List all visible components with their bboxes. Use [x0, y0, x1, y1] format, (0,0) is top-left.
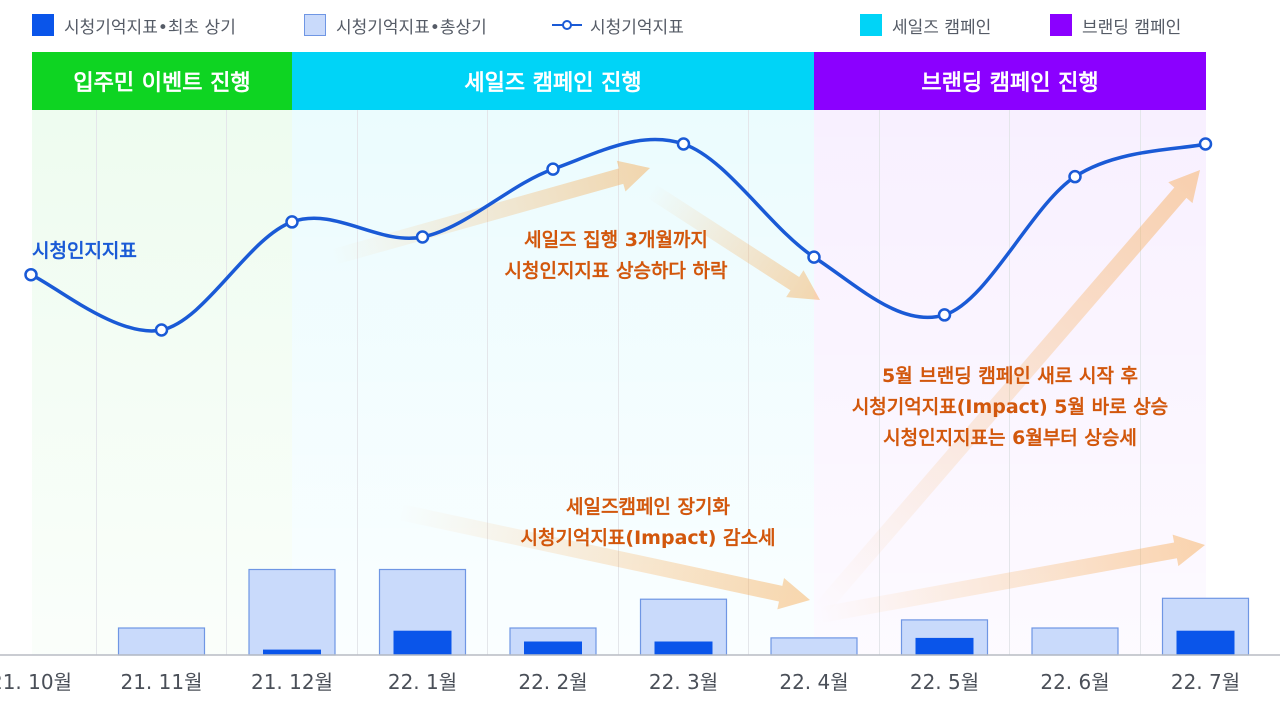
- bar-first-recall: [915, 637, 974, 655]
- bar-first-recall: [654, 641, 713, 655]
- legend-first-recall-swatch: [32, 14, 54, 36]
- trend-arrow-decoration: [645, 183, 821, 301]
- line-point: [24, 267, 38, 282]
- bar-total-recall: [117, 627, 206, 656]
- x-tick-label: 21. 10월: [0, 670, 72, 694]
- legend-branding-label: 브랜딩 캠페인: [1082, 17, 1182, 38]
- annotation-sales-long: 세일즈캠페인 장기화 시청기억지표(Impact) 감소세: [488, 492, 808, 554]
- legend-first-recall-label: 시청기억지표•최초 상기: [64, 17, 236, 38]
- line-series-label: 시청인지지표: [32, 240, 137, 262]
- annotation-sales-decline: 세일즈 집행 3개월까지 시청인지지표 상승하다 하락: [456, 225, 776, 287]
- legend-branding-swatch: [1050, 14, 1072, 36]
- line-point: [807, 250, 821, 264]
- trend-arrow-decoration: [818, 534, 1206, 623]
- line-point: [154, 323, 169, 337]
- grid-line: [226, 110, 227, 655]
- trend-arrow-decoration: [813, 169, 1201, 616]
- legend-sales-swatch: [860, 14, 882, 36]
- x-tick-label: 22. 5월: [909, 670, 980, 694]
- annotation-branding-start: 5월 브랜딩 캠페인 새로 시작 후 시청기억지표(Impact) 5월 바로 …: [820, 361, 1200, 454]
- band-resident-event: 입주민 이벤트 진행: [32, 52, 292, 110]
- annotation-line: 세일즈 집행 3개월까지: [524, 229, 708, 251]
- legend-line-label: 시청기억지표: [590, 17, 684, 38]
- bar-total-recall: [248, 568, 336, 656]
- line-point: [1198, 137, 1213, 151]
- line-point: [937, 308, 952, 322]
- line-point: [676, 137, 691, 151]
- legend-total-recall-label: 시청기억지표•총상기: [336, 17, 487, 38]
- trend-arrow-decoration: [398, 504, 811, 610]
- line-point: [1068, 169, 1082, 184]
- line-point: [546, 162, 560, 176]
- legend-line: 시청기억지표: [552, 12, 684, 38]
- annotation-line: 시청인지지표는 6월부터 상승세: [883, 427, 1137, 449]
- x-tick-label: 21. 12월: [250, 670, 333, 694]
- legend-sales-label: 세일즈 캠페인: [892, 17, 992, 38]
- grid-line: [618, 110, 619, 655]
- line-point: [285, 215, 299, 229]
- bar-first-recall: [1176, 630, 1235, 655]
- grid-line: [357, 110, 358, 655]
- annotation-line: 시청기억지표(Impact) 5월 바로 상승: [851, 396, 1169, 418]
- x-tick-label: 22. 3월: [648, 670, 719, 694]
- line-point: [415, 230, 430, 244]
- grid-line: [96, 110, 97, 655]
- band-branding-campaign: 브랜딩 캠페인 진행: [814, 52, 1206, 110]
- annotation-line: 세일즈캠페인 장기화: [566, 496, 730, 518]
- legend-line-marker-icon: [552, 14, 582, 36]
- x-tick-label: 22. 4월: [779, 670, 849, 694]
- x-tick-label: 22. 7월: [1170, 670, 1241, 694]
- annotation-line: 시청기억지표(Impact) 감소세: [520, 527, 776, 549]
- grid-line: [487, 110, 488, 655]
- legend-branding: 브랜딩 캠페인: [1050, 12, 1181, 38]
- x-tick-label: 22. 1월: [387, 670, 458, 694]
- legend-sales: 세일즈 캠페인: [860, 12, 991, 38]
- bar-first-recall: [393, 630, 452, 655]
- grid-line: [879, 110, 880, 655]
- grid-line: [748, 110, 749, 655]
- grid-line: [1140, 110, 1141, 655]
- bar-total-recall: [770, 637, 858, 656]
- legend-first-recall: 시청기억지표•최초 상기: [32, 12, 236, 38]
- x-tick-label: 21. 11월: [120, 670, 203, 694]
- bar-first-recall: [524, 641, 582, 655]
- annotation-line: 5월 브랜딩 캠페인 새로 시작 후: [881, 365, 1139, 387]
- bar-total-recall: [1031, 627, 1119, 656]
- period-bg-resident: [32, 110, 292, 655]
- band-sales-campaign: 세일즈 캠페인 진행: [292, 52, 814, 110]
- legend-total-recall: 시청기억지표•총상기: [304, 12, 487, 38]
- x-tick-label: 22. 2월: [518, 670, 588, 694]
- annotation-line: 시청인지지표 상승하다 하락: [504, 260, 728, 282]
- legend-total-recall-swatch: [304, 14, 326, 36]
- x-tick-label: 22. 6월: [1040, 670, 1110, 694]
- series-line-path: [29, 137, 1208, 333]
- bar-first-recall: [263, 649, 321, 655]
